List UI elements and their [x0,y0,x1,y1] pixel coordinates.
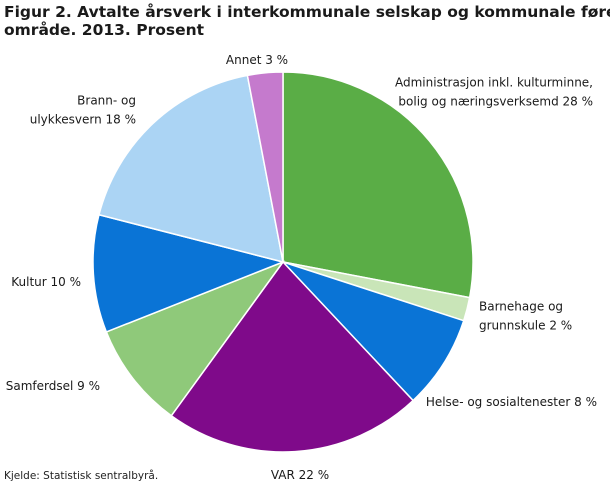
pie-slice [105,260,286,417]
slice-label-line: bolig og næringsverksemd 28 % [398,95,593,109]
slice-label: Annet 3 % [226,53,288,67]
pie-slice [282,261,465,402]
slice-label-line: Samferdsel 9 % [6,379,100,393]
source-note: Kjelde: Statistisk sentralbyrå. [4,470,159,482]
chart-title-line-2: område. 2013. Prosent [4,21,205,39]
pie-slice [282,71,474,299]
pie-slice [98,74,284,264]
chart-title: Figur 2. Avtalte årsverk i interkommunal… [4,3,610,39]
slice-label: VAR 22 % [271,468,329,482]
pie-slice [246,71,284,263]
pie-slice [170,260,415,453]
slice-label: Kultur 10 % [11,275,81,289]
slice-label-line: Administrasjon inkl. kulturminne, [395,76,593,90]
pie-slices [92,71,474,453]
slice-label: Barnehage og grunnskule 2 % [479,300,572,333]
slice-label-line: Kultur 10 % [11,275,81,289]
slice-label: Brann- og ulykkesvern 18 % [30,94,136,127]
pie-labels: Administrasjon inkl. kulturminne, bolig o… [6,53,597,482]
slice-label: Samferdsel 9 % [6,379,100,393]
slice-label-line: ulykkesvern 18 % [30,113,136,127]
slice-label-line: Helse- og sosialtenester 8 % [426,395,597,409]
slice-label-line: Barnehage og [479,300,563,314]
pie-slice [92,213,286,333]
slice-label: Helse- og sosialtenester 8 % [426,395,597,409]
chart-title-line-1: Figur 2. Avtalte årsverk i interkommunal… [4,3,610,21]
slice-label-line: Annet 3 % [226,53,288,67]
slice-label: Administrasjon inkl. kulturminne, bolig o… [395,76,593,109]
slice-label-line: grunnskule 2 % [479,319,572,333]
slice-label-line: Brann- og [77,94,136,108]
slice-label-line: VAR 22 % [271,468,329,482]
